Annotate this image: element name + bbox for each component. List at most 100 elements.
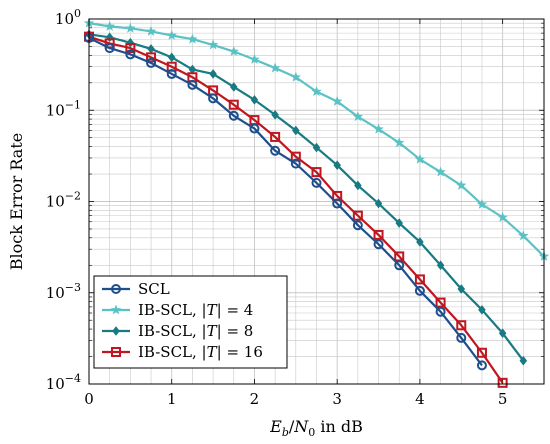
data-point	[311, 177, 322, 188]
data-point	[352, 111, 364, 122]
data-point	[394, 260, 405, 271]
data-series	[83, 17, 550, 388]
data-point	[208, 93, 219, 104]
series-line	[88, 33, 525, 362]
data-point	[436, 260, 445, 271]
y-tick-label: 100	[55, 7, 81, 28]
data-point	[435, 297, 446, 308]
legend-entry: IB-SCL, |T| = 4	[102, 301, 253, 319]
data-point	[250, 94, 259, 105]
data-point	[290, 71, 302, 82]
legend-entry: IB-SCL, |T| = 8	[102, 322, 253, 340]
data-point	[146, 52, 157, 63]
series-1	[83, 17, 550, 261]
data-point	[145, 25, 157, 36]
series-2	[85, 29, 528, 366]
legend-entry: SCL	[102, 280, 170, 298]
data-point	[228, 110, 239, 121]
legend-marker	[110, 304, 122, 315]
legend-label: IB-SCL, |T| = 4	[138, 301, 253, 319]
data-point	[414, 285, 425, 296]
data-point	[414, 274, 425, 285]
data-point	[373, 229, 384, 240]
x-tick-label: 3	[332, 390, 342, 408]
data-point	[146, 57, 157, 68]
data-point	[498, 328, 507, 339]
data-point	[125, 49, 136, 60]
x-tick-label: 5	[498, 390, 508, 408]
data-point	[333, 160, 341, 171]
x-tick-label: 1	[167, 390, 177, 408]
data-point	[478, 304, 486, 315]
data-point	[354, 180, 362, 191]
data-point	[455, 179, 467, 190]
data-point	[290, 151, 301, 162]
data-point	[393, 137, 405, 148]
legend-label: SCL	[138, 280, 170, 298]
data-point	[104, 20, 115, 31]
legend-entry: IB-SCL, |T| = 16	[102, 343, 263, 361]
y-tick-label: 10−2	[46, 190, 81, 211]
legend-marker	[111, 347, 121, 357]
data-point	[207, 39, 219, 50]
series-line	[88, 35, 504, 384]
data-point	[209, 69, 217, 79]
data-point	[374, 198, 383, 209]
data-point	[187, 79, 198, 90]
data-point	[125, 43, 136, 54]
grid-lines	[88, 18, 545, 385]
data-point	[395, 218, 404, 228]
data-point	[435, 166, 446, 177]
legend-marker	[111, 284, 121, 294]
data-point	[228, 99, 239, 110]
data-point	[249, 53, 260, 64]
legend: SCL IB-SCL, |T| = 4 IB-SCL, |T| = 8 IB-SCL,…	[93, 275, 288, 369]
data-point	[352, 220, 363, 231]
data-point	[456, 320, 467, 331]
data-point	[373, 123, 384, 134]
data-point	[373, 239, 384, 250]
data-point	[290, 158, 301, 169]
data-point	[166, 68, 177, 79]
plot-frame	[88, 18, 545, 385]
data-point	[518, 230, 529, 241]
data-point	[292, 125, 300, 136]
data-point	[228, 45, 240, 57]
x-axis-label: Eb/N0 in dB	[269, 417, 363, 439]
legend-marker	[112, 326, 120, 336]
data-point	[270, 131, 281, 142]
data-point	[352, 210, 363, 221]
data-point	[331, 95, 343, 106]
data-point	[414, 153, 426, 164]
data-point	[270, 145, 281, 156]
data-point	[166, 29, 178, 40]
data-point	[311, 86, 322, 97]
data-point	[416, 237, 424, 247]
data-point	[104, 43, 115, 54]
data-point	[249, 123, 260, 134]
data-point	[519, 355, 528, 366]
data-point	[497, 211, 508, 222]
data-point	[187, 33, 198, 44]
data-point	[476, 347, 487, 358]
data-point	[332, 198, 343, 209]
legend-label: IB-SCL, |T| = 8	[138, 322, 253, 340]
x-tick-label: 2	[250, 390, 260, 408]
data-point	[497, 377, 508, 388]
data-point	[476, 198, 488, 209]
data-point	[476, 360, 487, 371]
data-point	[311, 167, 322, 178]
y-tick-label: 10−4	[46, 372, 81, 393]
data-point	[269, 62, 281, 73]
legend-label: IB-SCL, |T| = 16	[138, 343, 263, 361]
tick-labels: 0 1 2 3 4 5 100 10−1 10−2 10−3 10−4	[46, 7, 508, 408]
y-axis-label: Block Error Rate	[7, 133, 26, 270]
data-point	[271, 109, 279, 120]
data-point	[456, 332, 467, 343]
y-tick-label: 10−1	[46, 98, 81, 119]
data-point	[125, 22, 136, 33]
x-tick-label: 0	[84, 390, 94, 408]
data-point	[457, 284, 466, 294]
data-point	[435, 306, 446, 317]
